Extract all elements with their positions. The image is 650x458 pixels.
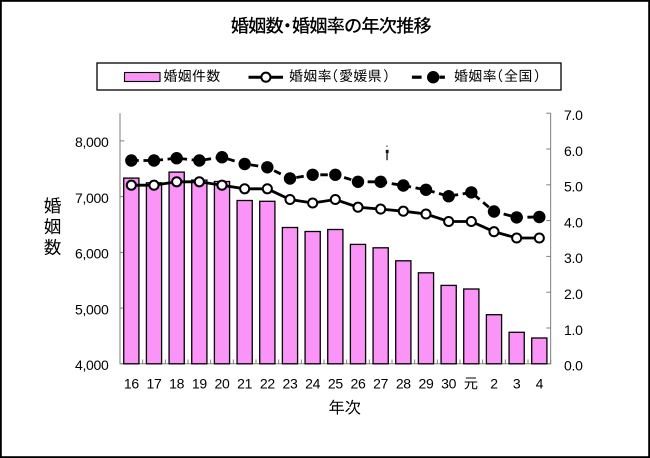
svg-text:18: 18 (169, 376, 184, 392)
svg-text:4,000: 4,000 (75, 357, 109, 373)
svg-text:4.0: 4.0 (564, 214, 583, 230)
svg-text:25: 25 (328, 376, 343, 392)
svg-text:27: 27 (373, 376, 388, 392)
svg-text:7.0: 7.0 (564, 107, 583, 123)
svg-text:8,000: 8,000 (75, 134, 109, 150)
svg-text:26: 26 (350, 376, 365, 392)
svg-text:5,000: 5,000 (75, 301, 109, 317)
svg-text:3.0: 3.0 (564, 250, 583, 266)
svg-text:2.0: 2.0 (564, 286, 583, 302)
svg-text:21: 21 (237, 376, 252, 392)
svg-text:6.0: 6.0 (564, 143, 583, 159)
svg-text:5.0: 5.0 (564, 179, 583, 195)
svg-text:0.0: 0.0 (564, 358, 583, 374)
svg-text:24: 24 (305, 376, 320, 392)
svg-text:17: 17 (147, 376, 162, 392)
svg-text:20: 20 (215, 376, 230, 392)
svg-text:4: 4 (536, 376, 544, 392)
svg-text:7,000: 7,000 (75, 190, 109, 206)
svg-text:29: 29 (418, 376, 433, 392)
svg-text:1.0: 1.0 (564, 322, 583, 338)
svg-text:2: 2 (490, 376, 498, 392)
svg-text:6,000: 6,000 (75, 246, 109, 262)
svg-text:23: 23 (283, 376, 298, 392)
svg-text:30: 30 (441, 376, 456, 392)
svg-text:28: 28 (396, 376, 411, 392)
svg-text:3: 3 (513, 376, 521, 392)
svg-text:16: 16 (124, 376, 139, 392)
svg-text:22: 22 (260, 376, 275, 392)
svg-text:19: 19 (192, 376, 207, 392)
